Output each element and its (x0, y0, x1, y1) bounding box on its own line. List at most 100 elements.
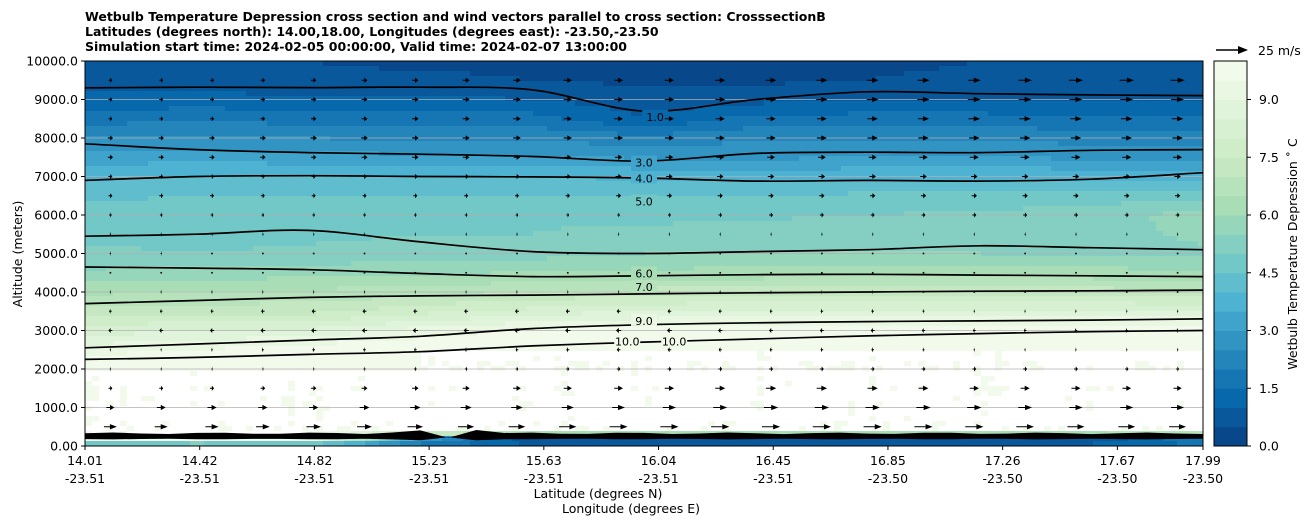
field-cell (204, 356, 212, 362)
field-cell (190, 186, 198, 192)
field-cell (330, 101, 338, 107)
field-cell (113, 296, 121, 302)
field-cell (365, 106, 373, 112)
field-cell (176, 261, 184, 267)
field-cell (379, 111, 387, 117)
field-cell (162, 336, 170, 342)
field-cell (351, 406, 359, 412)
field-cell (533, 121, 541, 127)
field-cell (274, 276, 282, 282)
field-cell (533, 216, 541, 222)
field-cell (407, 131, 415, 137)
field-cell (225, 131, 233, 137)
field-cell (414, 416, 422, 422)
field-cell (435, 81, 443, 87)
field-cell (183, 256, 191, 262)
field-cell (274, 181, 282, 187)
field-cell (505, 371, 513, 377)
field-cell (134, 261, 142, 267)
field-cell (309, 96, 317, 102)
field-cell (183, 371, 191, 377)
field-cell (127, 386, 135, 392)
field-cell (330, 141, 338, 147)
field-cell (211, 271, 219, 277)
field-cell (176, 286, 184, 292)
field-cell (302, 116, 310, 122)
field-cell (141, 86, 149, 92)
field-cell (106, 361, 114, 367)
field-cell (414, 201, 422, 207)
field-cell (106, 216, 114, 222)
field-cell (232, 401, 240, 407)
field-cell (316, 411, 324, 417)
field-cell (344, 146, 352, 152)
field-cell (533, 266, 541, 272)
field-cell (442, 111, 450, 117)
field-cell (134, 331, 142, 337)
field-cell (526, 441, 534, 446)
field-cell (302, 221, 310, 227)
field-cell (316, 441, 324, 446)
field-cell (365, 421, 373, 427)
field-cell (470, 206, 478, 212)
field-cell (260, 256, 268, 262)
field-cell (484, 61, 492, 67)
field-cell (92, 231, 100, 237)
field-cell (204, 216, 212, 222)
field-cell (484, 286, 492, 292)
field-cell (183, 71, 191, 77)
field-cell (99, 186, 107, 192)
field-cell (134, 81, 142, 87)
field-cell (113, 81, 121, 87)
field-cell (106, 421, 114, 427)
field-cell (435, 171, 443, 177)
field-cell (393, 246, 401, 252)
field-cell (218, 411, 226, 417)
field-cell (519, 196, 527, 202)
field-cell (155, 161, 163, 167)
field-cell (316, 321, 324, 327)
field-cell (470, 226, 478, 232)
field-cell (316, 236, 324, 242)
field-cell (435, 206, 443, 212)
field-cell (295, 426, 303, 432)
field-cell (337, 161, 345, 167)
field-cell (456, 271, 464, 277)
field-cell (134, 326, 142, 332)
field-cell (288, 181, 296, 187)
field-cell (316, 371, 324, 377)
field-cell (393, 326, 401, 332)
field-cell (393, 316, 401, 322)
field-cell (225, 171, 233, 177)
field-cell (267, 421, 275, 427)
field-cell (505, 111, 513, 117)
field-cell (253, 151, 261, 157)
field-cell (176, 331, 184, 337)
field-cell (169, 226, 177, 232)
field-cell (225, 151, 233, 157)
field-cell (218, 316, 226, 322)
field-cell (211, 186, 219, 192)
field-cell (295, 381, 303, 387)
field-cell (316, 401, 324, 407)
field-cell (288, 86, 296, 92)
field-cell (365, 71, 373, 77)
field-cell (113, 331, 121, 337)
field-cell (484, 71, 492, 77)
field-cell (148, 76, 156, 82)
field-cell (225, 286, 233, 292)
field-cell (519, 286, 527, 292)
field-cell (113, 271, 121, 277)
field-cell (211, 371, 219, 377)
field-cell (456, 421, 464, 427)
field-cell (491, 81, 499, 87)
field-cell (533, 376, 541, 382)
field-cell (449, 421, 457, 427)
field-cell (99, 86, 107, 92)
field-cell (176, 256, 184, 262)
field-cell (232, 281, 240, 287)
field-cell (372, 236, 380, 242)
field-cell (267, 186, 275, 192)
field-cell (414, 351, 422, 357)
field-cell (351, 116, 359, 122)
